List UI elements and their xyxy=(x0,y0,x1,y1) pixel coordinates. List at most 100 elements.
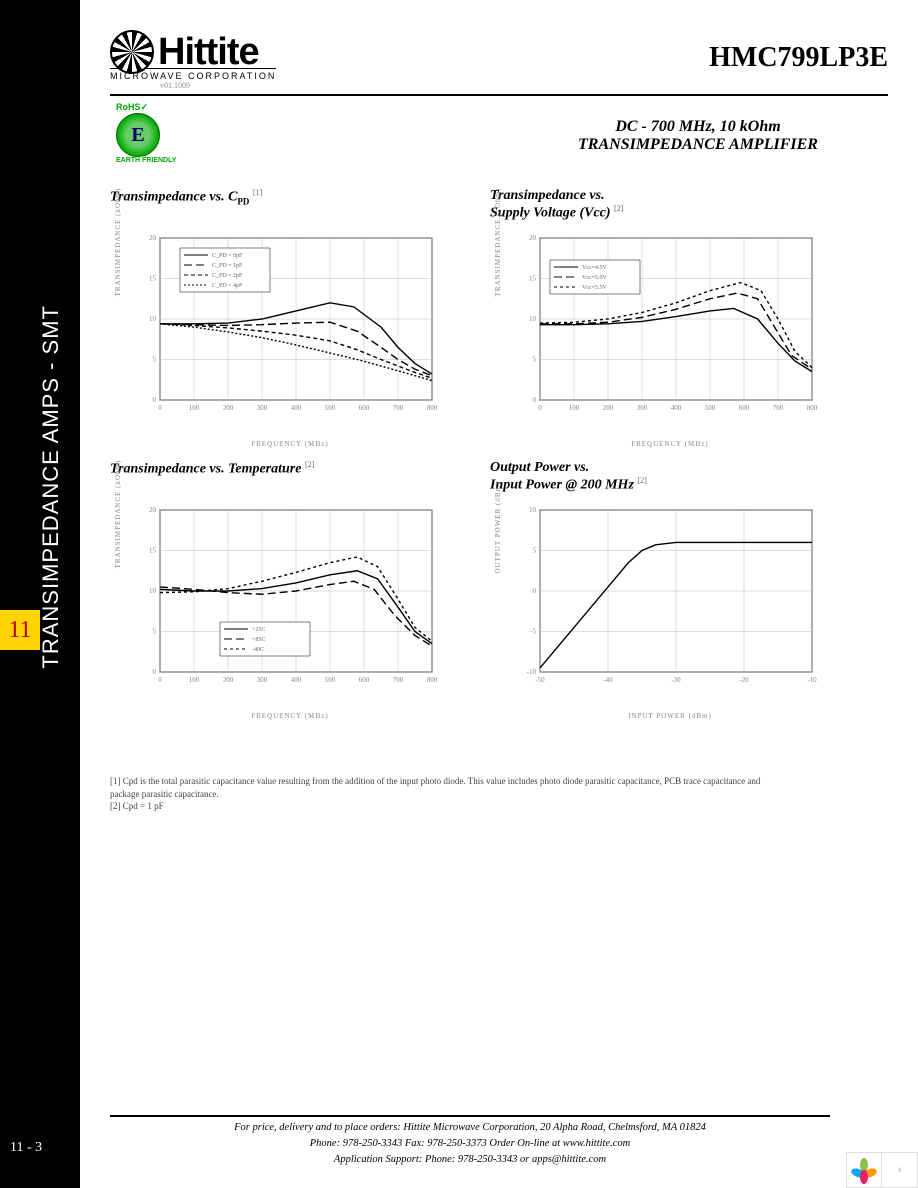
svg-text:200: 200 xyxy=(223,676,234,684)
rohs-bottom-label: EARTH FRIENDLY xyxy=(116,157,888,164)
svg-text:Vcc=5.5V: Vcc=5.5V xyxy=(582,285,608,291)
svg-text:100: 100 xyxy=(189,404,200,412)
title-line2: TRANSIMPEDANCE AMPLIFIER xyxy=(528,136,868,154)
svg-text:C_PD = 4pF: C_PD = 4pF xyxy=(212,283,243,289)
footer-line1: For price, delivery and to place orders:… xyxy=(110,1120,830,1136)
footer-line2: Phone: 978-250-3343 Fax: 978-250-3373 Or… xyxy=(110,1136,830,1152)
chart-2-title: Transimpedance vs. Supply Voltage (Vcc) … xyxy=(490,188,840,224)
svg-text:5: 5 xyxy=(153,628,157,636)
footer-rule xyxy=(110,1115,830,1117)
brand-name: Hittite xyxy=(158,31,259,74)
page-number: 11 - 3 xyxy=(10,1140,42,1156)
chart-2-xlabel: FREQUENCY (MHz) xyxy=(520,440,820,448)
svg-text:20: 20 xyxy=(149,234,157,242)
svg-text:600: 600 xyxy=(359,676,370,684)
svg-text:-30: -30 xyxy=(671,676,681,684)
svg-text:+85C: +85C xyxy=(252,637,265,643)
svg-text:-10: -10 xyxy=(807,676,817,684)
svg-text:700: 700 xyxy=(393,404,404,412)
rohs-circle-icon: E xyxy=(116,113,160,157)
sidebar-label: TRANSIMPEDANCE AMPS - SMT xyxy=(38,305,64,725)
svg-text:300: 300 xyxy=(257,676,268,684)
footer: For price, delivery and to place orders:… xyxy=(110,1120,830,1167)
chart-4-xlabel: INPUT POWER (dBm) xyxy=(520,712,820,720)
header: Hittite MICROWAVE CORPORATION v01.1009 H… xyxy=(110,30,888,96)
chart-3-title: Transimpedance vs. Temperature [2] xyxy=(110,460,460,496)
svg-text:0: 0 xyxy=(533,396,537,404)
svg-text:15: 15 xyxy=(149,275,157,283)
corner-nav: › xyxy=(846,1152,918,1188)
svg-text:800: 800 xyxy=(427,404,438,412)
corner-logo-icon xyxy=(846,1152,882,1188)
title-line1: DC - 700 MHz, 10 kOhm xyxy=(528,118,868,136)
svg-text:200: 200 xyxy=(223,404,234,412)
revision: v01.1009 xyxy=(160,81,276,90)
svg-text:C_PD = 1pF: C_PD = 1pF xyxy=(212,263,243,269)
product-title: DC - 700 MHz, 10 kOhm TRANSIMPEDANCE AMP… xyxy=(528,118,868,154)
svg-text:0: 0 xyxy=(153,668,157,676)
chart-1: Transimpedance vs. CPD [1] TRANSIMPEDANC… xyxy=(110,188,460,420)
svg-text:5: 5 xyxy=(533,547,537,555)
chart-4-ylabel: OUTPUT POWER (dBm) xyxy=(494,482,502,574)
svg-text:5: 5 xyxy=(533,356,537,364)
svg-text:300: 300 xyxy=(257,404,268,412)
chart-4-title: Output Power vs. Input Power @ 200 MHz [… xyxy=(490,460,840,496)
chart-3-xlabel: FREQUENCY (MHz) xyxy=(140,712,440,720)
svg-text:0: 0 xyxy=(533,587,537,595)
logo-block: Hittite MICROWAVE CORPORATION v01.1009 xyxy=(110,30,276,90)
rohs-top-label: RoHS✓ xyxy=(116,102,888,113)
next-page-button[interactable]: › xyxy=(882,1152,918,1188)
logo-icon xyxy=(110,30,154,74)
chart-4: Output Power vs. Input Power @ 200 MHz [… xyxy=(490,460,840,692)
svg-text:400: 400 xyxy=(671,404,682,412)
svg-text:-5: -5 xyxy=(530,628,536,636)
svg-text:800: 800 xyxy=(807,404,818,412)
svg-text:300: 300 xyxy=(637,404,648,412)
svg-text:5: 5 xyxy=(153,356,157,364)
logo: Hittite xyxy=(110,30,276,74)
section-number: 11 xyxy=(0,610,40,650)
svg-text:600: 600 xyxy=(359,404,370,412)
svg-text:20: 20 xyxy=(529,234,537,242)
svg-text:Vcc=4.5V: Vcc=4.5V xyxy=(582,265,608,271)
charts-grid: Transimpedance vs. CPD [1] TRANSIMPEDANC… xyxy=(110,188,870,732)
svg-text:0: 0 xyxy=(153,396,157,404)
svg-text:0: 0 xyxy=(538,404,542,412)
svg-text:400: 400 xyxy=(291,404,302,412)
svg-text:-50: -50 xyxy=(535,676,545,684)
svg-text:0: 0 xyxy=(158,404,162,412)
chart-1-title: Transimpedance vs. CPD [1] xyxy=(110,188,460,224)
svg-text:-20: -20 xyxy=(739,676,749,684)
svg-text:500: 500 xyxy=(705,404,716,412)
svg-text:600: 600 xyxy=(739,404,750,412)
svg-text:-40C: -40C xyxy=(252,647,264,653)
svg-text:-40: -40 xyxy=(603,676,613,684)
chart-1-xlabel: FREQUENCY (MHz) xyxy=(140,440,440,448)
svg-text:400: 400 xyxy=(291,676,302,684)
svg-text:C_PD = 0pF: C_PD = 0pF xyxy=(212,253,243,259)
chart-3-ylabel: TRANSIMPEDANCE (kOhm) xyxy=(114,460,122,569)
svg-text:10: 10 xyxy=(149,587,157,595)
chart-2: Transimpedance vs. Supply Voltage (Vcc) … xyxy=(490,188,840,420)
svg-text:800: 800 xyxy=(427,676,438,684)
svg-text:200: 200 xyxy=(603,404,614,412)
svg-text:500: 500 xyxy=(325,676,336,684)
svg-text:-10: -10 xyxy=(527,668,537,676)
footnotes: [1] Cpd is the total parasitic capacitan… xyxy=(110,775,790,813)
chart-2-ylabel: TRANSIMPEDANCE (kOhm) xyxy=(494,188,502,297)
footnote-2: [2] Cpd = 1 pF xyxy=(110,800,790,813)
svg-text:100: 100 xyxy=(189,676,200,684)
chart-1-ylabel: TRANSIMPEDANCE (kOhm) xyxy=(114,188,122,297)
svg-text:15: 15 xyxy=(529,275,537,283)
svg-text:700: 700 xyxy=(393,676,404,684)
svg-text:100: 100 xyxy=(569,404,580,412)
svg-text:Vcc=5.0V: Vcc=5.0V xyxy=(582,275,608,281)
svg-text:10: 10 xyxy=(529,506,537,514)
svg-text:10: 10 xyxy=(529,315,537,323)
svg-text:0: 0 xyxy=(158,676,162,684)
svg-text:10: 10 xyxy=(149,315,157,323)
footer-line3: Application Support: Phone: 978-250-3343… xyxy=(110,1152,830,1168)
svg-text:15: 15 xyxy=(149,547,157,555)
svg-text:500: 500 xyxy=(325,404,336,412)
svg-text:700: 700 xyxy=(773,404,784,412)
